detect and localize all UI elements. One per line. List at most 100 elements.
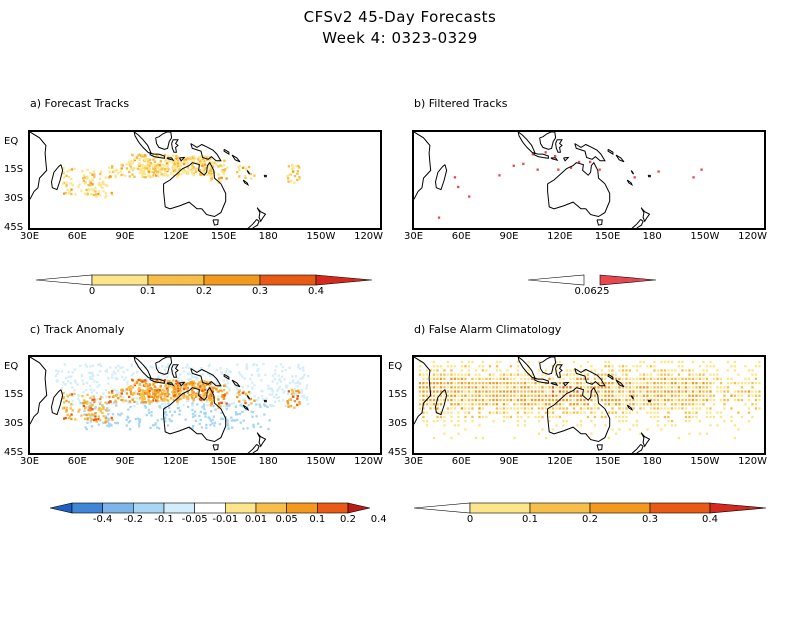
track-cell — [93, 380, 96, 383]
track-cell — [751, 394, 754, 397]
track-cell — [597, 407, 600, 410]
track-cell — [621, 403, 625, 406]
track-cell — [192, 155, 195, 158]
track-cell — [450, 386, 453, 389]
lat-tick-label: EQ — [388, 360, 403, 372]
lon-tick-label: 60E — [451, 231, 471, 242]
track-cell — [135, 380, 139, 384]
track-cell — [723, 420, 726, 423]
track-cell — [57, 370, 60, 373]
coastline — [247, 219, 260, 228]
track-cell — [604, 424, 607, 427]
track-cell — [112, 370, 115, 373]
track-cell — [239, 373, 242, 376]
track-cell — [593, 398, 597, 402]
track-cell — [227, 426, 230, 429]
track-cell — [436, 407, 439, 410]
track-cell — [439, 386, 443, 389]
track-cell — [86, 393, 89, 396]
track-cell — [140, 392, 143, 395]
track-cell — [437, 216, 441, 219]
track-cell — [210, 177, 213, 181]
track-cell — [238, 164, 241, 167]
track-cell — [155, 170, 159, 173]
track-cell — [89, 171, 92, 175]
track-cell — [82, 404, 85, 408]
track-cell — [422, 420, 425, 423]
track-cell — [565, 420, 569, 423]
track-cell — [723, 386, 726, 389]
track-cell — [562, 424, 565, 427]
track-cell — [284, 404, 287, 407]
track-cell — [62, 396, 65, 399]
track-cell — [87, 406, 90, 409]
track-cell — [604, 382, 607, 385]
track-cell — [238, 168, 241, 172]
track-cell — [191, 404, 194, 407]
track-cell — [291, 381, 294, 384]
track-cell — [565, 390, 569, 393]
track-cell — [194, 419, 198, 423]
track-cell — [128, 175, 131, 178]
track-cell — [481, 394, 485, 397]
track-cell — [166, 390, 169, 393]
track-cell — [684, 403, 688, 406]
track-cell — [611, 373, 614, 376]
track-cell — [117, 364, 120, 367]
track-cell — [295, 165, 298, 168]
track-cell — [432, 403, 436, 406]
colorbar-d-svg — [413, 502, 767, 514]
track-cell — [558, 390, 562, 393]
track-cell — [94, 193, 97, 196]
track-cell — [726, 377, 730, 380]
track-cell — [214, 408, 217, 411]
track-cell — [201, 164, 204, 168]
track-cell — [541, 394, 544, 397]
track-cell — [187, 405, 190, 408]
track-cell — [691, 394, 695, 397]
track-cell — [300, 391, 304, 394]
track-cell — [249, 172, 252, 176]
lon-tick-label: 180 — [258, 231, 278, 242]
track-cell — [184, 160, 187, 163]
colorbar-right-arrow — [709, 502, 767, 514]
track-cell — [298, 177, 302, 180]
track-cell — [194, 414, 197, 417]
colorbar-segment — [194, 502, 226, 514]
track-cell — [209, 404, 212, 407]
coastline — [166, 382, 175, 387]
track-cell — [154, 423, 157, 426]
track-cell — [684, 369, 688, 372]
track-cell — [242, 389, 245, 393]
track-cell — [260, 379, 263, 382]
track-cell — [422, 382, 425, 385]
track-cell — [141, 401, 144, 405]
track-cell — [548, 382, 551, 385]
track-cell — [172, 160, 176, 163]
colorbar-right-arrow — [315, 274, 373, 286]
track-cell — [172, 379, 175, 382]
track-cell — [555, 382, 558, 385]
track-cell — [436, 415, 439, 419]
track-cell — [537, 386, 541, 389]
track-cell — [111, 193, 114, 196]
track-cell — [649, 377, 653, 380]
track-cell — [168, 418, 171, 421]
track-cell — [175, 391, 179, 394]
track-cell — [625, 373, 628, 376]
track-cell — [186, 157, 189, 160]
track-cell — [660, 382, 663, 385]
track-cell — [77, 410, 80, 413]
track-cell — [481, 369, 485, 372]
track-cell — [464, 428, 467, 431]
track-cell — [299, 367, 302, 370]
track-cell — [716, 377, 719, 380]
track-cell — [667, 360, 670, 364]
track-cell — [667, 386, 670, 389]
track-cell — [541, 390, 544, 393]
track-cell — [131, 161, 135, 164]
track-cell — [196, 169, 200, 172]
track-cell — [80, 375, 84, 378]
track-cell — [70, 168, 73, 171]
track-cell — [204, 159, 207, 162]
